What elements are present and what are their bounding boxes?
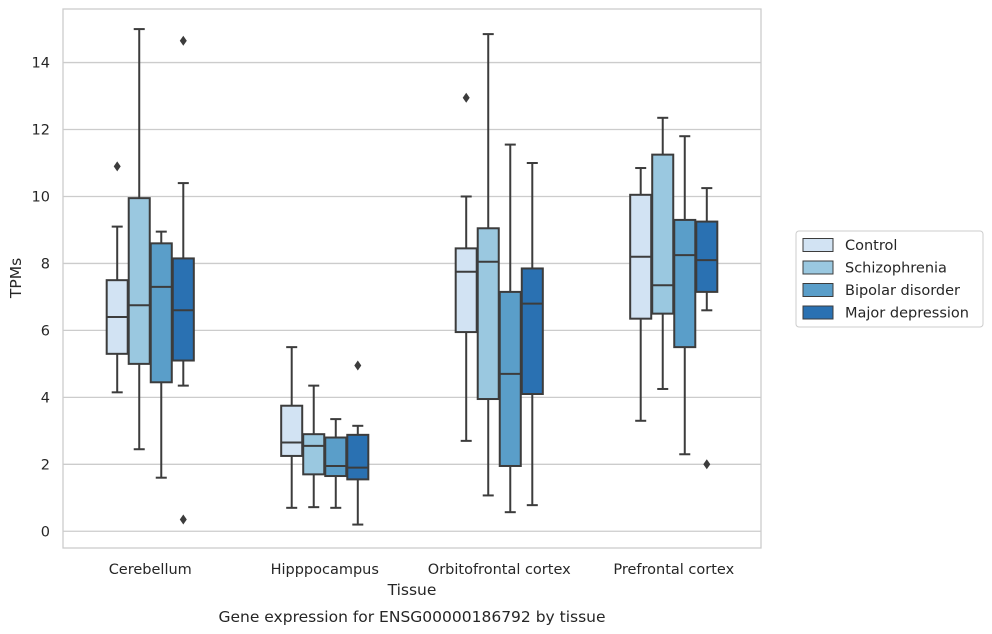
legend-label: Schizophrenia [845, 261, 947, 277]
box-0-2 [454, 92, 478, 442]
box-0-1 [280, 346, 304, 509]
legend-swatch [802, 238, 834, 252]
legend-swatch [802, 305, 834, 320]
box-iqr [520, 267, 544, 395]
y-tick-label: 10 [32, 189, 50, 205]
y-tick-label: 8 [41, 256, 50, 272]
box-2-2 [498, 143, 522, 514]
y-tick-label: 12 [32, 123, 50, 139]
box-iqr [454, 247, 478, 334]
box-iqr [324, 436, 348, 478]
box-iqr [673, 218, 697, 349]
box-2-1 [324, 418, 348, 509]
chart-caption: Gene expression for ENSG00000186792 by t… [218, 608, 605, 626]
y-tick-label: 0 [41, 524, 50, 540]
box-iqr [476, 227, 500, 401]
box-iqr [651, 153, 675, 315]
legend-label: Control [845, 238, 897, 254]
box-0-0 [105, 161, 129, 394]
box-iqr [346, 433, 370, 481]
y-tick-label: 2 [41, 457, 50, 473]
box-iqr [695, 220, 719, 293]
legend-label: Bipolar disorder [845, 283, 960, 299]
box-3-3 [695, 187, 719, 470]
legend-swatch [802, 260, 834, 275]
x-tick-label: Cerebellum [109, 562, 192, 578]
box-2-0 [149, 230, 173, 479]
legend-swatch [802, 283, 834, 297]
legend: Control Schizophrenia Bipolar disorder Majo… [795, 230, 984, 328]
x-tick-label: Orbitofrontal cortex [428, 562, 571, 578]
y-tick-label: 4 [41, 390, 50, 406]
outlier-point [179, 514, 187, 525]
box-iqr [149, 242, 173, 384]
legend-label: Major depression [845, 306, 969, 322]
box-1-2 [476, 33, 500, 497]
outlier-point [354, 360, 362, 371]
box-3-2 [520, 162, 544, 507]
x-tick-label: Prefrontal cortex [613, 562, 734, 578]
box-0-3 [629, 167, 653, 422]
box-iqr [302, 433, 326, 476]
y-tick-labels: 0 2 4 6 8 10 12 14 [32, 56, 50, 541]
box-1-1 [302, 384, 326, 509]
box-marks [105, 28, 719, 526]
box-3-1 [346, 360, 370, 526]
box-2-3 [673, 135, 697, 456]
outlier-point [462, 92, 470, 103]
outlier-point [703, 459, 711, 470]
legend-frame [795, 230, 984, 328]
outlier-point [179, 35, 187, 46]
y-axis-title: TPMs [7, 258, 25, 299]
outlier-point [113, 161, 121, 172]
box-1-3 [651, 116, 675, 390]
box-iqr [498, 290, 522, 467]
x-tick-label: Hipppocampus [271, 562, 379, 578]
box-3-0 [171, 35, 195, 525]
y-tick-label: 6 [41, 323, 50, 339]
x-tick-labels: Cerebellum Hipppocampus Orbitofrontal cort… [109, 562, 735, 578]
y-tick-label: 14 [32, 56, 50, 72]
box-iqr [280, 404, 304, 457]
box-1-0 [127, 28, 151, 451]
x-axis-title: Tissue [387, 581, 437, 599]
legend-items: Control Schizophrenia Bipolar disorder Majo… [802, 238, 969, 322]
box-iqr [127, 197, 151, 365]
plot-frame [62, 8, 762, 549]
